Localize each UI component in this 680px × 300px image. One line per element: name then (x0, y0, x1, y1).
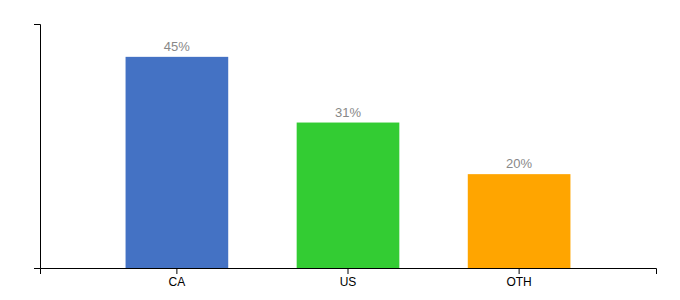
x-tick-mark (519, 268, 520, 274)
x-tick-label: OTH (506, 275, 531, 289)
bar (468, 174, 571, 268)
data-label: 45% (164, 39, 190, 54)
x-tick-label: US (340, 275, 357, 289)
plot-area: CA US OTH 45% 31% 20% (34, 25, 657, 289)
x-axis-line (41, 269, 657, 275)
bars (126, 57, 571, 268)
bar (297, 123, 400, 268)
data-label: 31% (335, 105, 361, 120)
x-tick-mark (176, 268, 177, 274)
bar (126, 57, 229, 268)
y-axis (34, 25, 41, 269)
chart-container: CA US OTH 45% 31% 20% (0, 0, 680, 300)
data-label: 20% (506, 156, 532, 171)
data-labels: 45% 31% 20% (164, 39, 533, 171)
x-tick: OTH (506, 268, 531, 289)
x-axis: CA US OTH (41, 268, 657, 289)
x-tick-mark (348, 268, 349, 274)
x-tick: CA (169, 268, 186, 289)
x-tick: US (340, 268, 357, 289)
x-tick-label: CA (169, 275, 186, 289)
chart-svg: CA US OTH 45% 31% 20% (0, 0, 680, 300)
y-axis-line (34, 25, 41, 269)
